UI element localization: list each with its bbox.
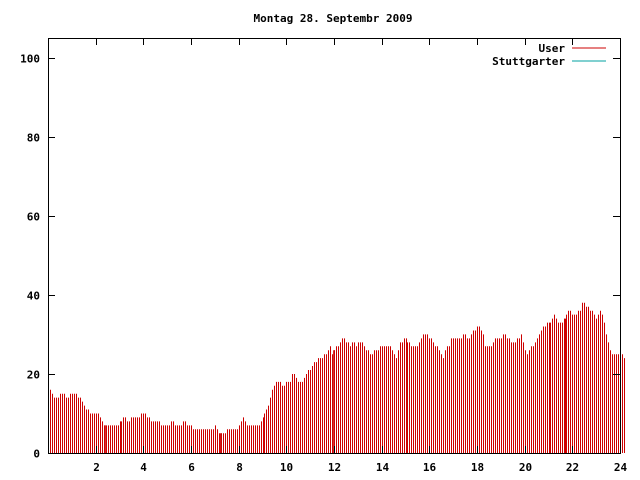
x-tick-label: 22 bbox=[566, 461, 579, 474]
y-tick-label: 40 bbox=[27, 290, 40, 303]
y-tick-label: 80 bbox=[27, 132, 40, 145]
x-tick-label: 4 bbox=[140, 461, 147, 474]
y-tick-label: 20 bbox=[27, 369, 40, 382]
legend-label-stuttgarter: Stuttgarter bbox=[492, 55, 565, 68]
y-tick-label: 0 bbox=[33, 448, 40, 461]
x-tick-label: 8 bbox=[236, 461, 243, 474]
bar-series-user bbox=[48, 302, 625, 453]
x-tick-label: 6 bbox=[188, 461, 195, 474]
chart-title: Montag 28. Septembr 2009 bbox=[254, 12, 413, 25]
x-tick-label: 18 bbox=[471, 461, 484, 474]
legend-label-user: User bbox=[539, 42, 566, 55]
x-tick-label: 10 bbox=[280, 461, 293, 474]
legend: User Stuttgarter bbox=[492, 42, 606, 68]
x-tick-label: 16 bbox=[423, 461, 437, 474]
x-tick-label: 14 bbox=[376, 461, 390, 474]
x-tick-label: 24 bbox=[614, 461, 628, 474]
x-tick-label: 2 bbox=[93, 461, 100, 474]
x-tick-label: 12 bbox=[328, 461, 341, 474]
y-tick-label: 60 bbox=[27, 211, 40, 224]
y-tick-label: 100 bbox=[20, 53, 40, 66]
x-tick-label: 20 bbox=[519, 461, 532, 474]
